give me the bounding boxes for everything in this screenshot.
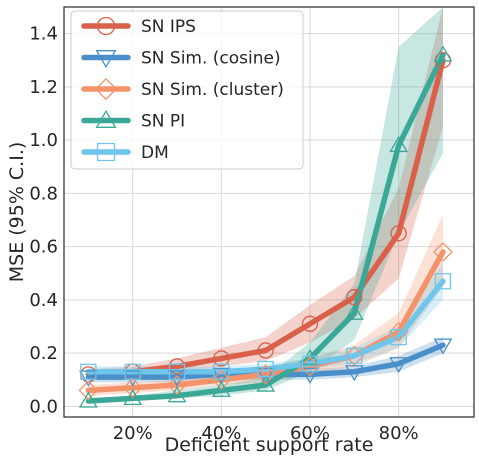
legend-marker-sn-sim-cluster [94,77,118,101]
sn-pi-point [123,388,143,406]
y-tick-label: 0.0 [29,396,58,417]
x-tick-label: 80% [379,423,419,444]
axis-ticks: 20% 40% 60% 80% 0.0 0.2 0.4 0.6 0.8 1.0 1.2 1.4 [29,24,418,444]
y-tick-label: 1.2 [29,77,58,98]
dm-point [257,360,274,378]
legend-frame [70,10,304,170]
legend-label-sn-pi: SN PI [141,112,185,132]
sn-pi-point [211,380,231,398]
sn-sim-cluster-point [344,345,365,366]
legend-label-dm: DM [141,143,169,163]
sn-pi-point [300,348,320,366]
legend-marker-sn-pi [95,109,117,128]
x-tick-label: 20% [113,423,153,444]
sn-sim-cosine-point [256,367,276,384]
dm-point [346,347,363,364]
x-tick-label: 60% [290,423,330,444]
y-tick-label: 0.6 [29,237,58,258]
sn-ips-point [390,225,407,242]
dm-line [85,278,446,375]
sn-sim-cluster-point [78,380,99,401]
sn-ips-point [301,315,319,332]
dm-point [124,363,141,380]
legend-label-sn-sim-cluster: SN Sim. (cluster) [141,80,284,100]
sn-pi-point [344,303,364,320]
sn-ips-point [257,342,274,359]
sn-sim-cosine-point [300,367,320,384]
sn-sim-cosine-point [344,365,364,382]
sn-ips-ci-band [88,7,443,380]
sn-sim-cluster-point [211,369,232,390]
legend: SN IPS SN Sim. (cosine) SN Sim. (cluster) S… [70,10,304,170]
series-lines [85,52,446,404]
sn-sim-cluster-point [255,364,276,385]
sn-pi-line [85,52,446,404]
x-axis-label: Deficient support rate [165,434,374,456]
sn-pi-point [167,386,187,403]
plot-frame [63,6,475,418]
legend-label-sn-sim-cosine: SN Sim. (cosine) [141,49,281,69]
sn-sim-cluster-point [122,377,143,398]
sn-pi-point [389,135,409,153]
y-tick-label: 0.8 [29,183,58,204]
sn-ips-point [213,350,230,367]
dm-point [213,363,230,380]
series-markers [78,45,453,408]
sn-sim-cluster-ci-band [88,214,443,396]
y-tick-label: 0.2 [29,343,58,364]
dm-point [434,273,452,290]
sn-pi-point [433,45,453,62]
sn-sim-cluster-point [388,321,409,342]
sn-sim-cluster-line [85,249,446,394]
dm-point [301,355,319,372]
sn-sim-cosine-point [79,370,98,387]
sn-sim-cluster-point [300,356,320,377]
sn-sim-cluster-point [167,375,187,395]
sn-sim-cosine-point [433,338,453,355]
sn-pi-point [256,375,276,392]
sn-pi-point [79,391,98,408]
y-tick-label: 1.4 [29,24,58,45]
legend-marker-sn-ips [96,16,116,36]
sn-sim-cosine-point [389,357,409,374]
y-axis-label: MSE (95% C.I.) [6,142,28,283]
dm-point [168,363,186,380]
sn-sim-cluster-point [433,242,453,262]
legend-marker-dm [96,142,116,162]
x-tick-label: 40% [201,423,241,444]
y-tick-label: 1.0 [29,130,58,151]
dm-point [80,363,97,380]
sn-sim-cosine-point [167,370,187,387]
dm-point [390,328,407,346]
legend-label-sn-ips: SN IPS [141,17,196,37]
legend-marker-sn-sim-cosine [95,50,117,69]
y-tick-label: 0.4 [29,290,58,311]
sn-sim-cosine-point [123,370,143,387]
